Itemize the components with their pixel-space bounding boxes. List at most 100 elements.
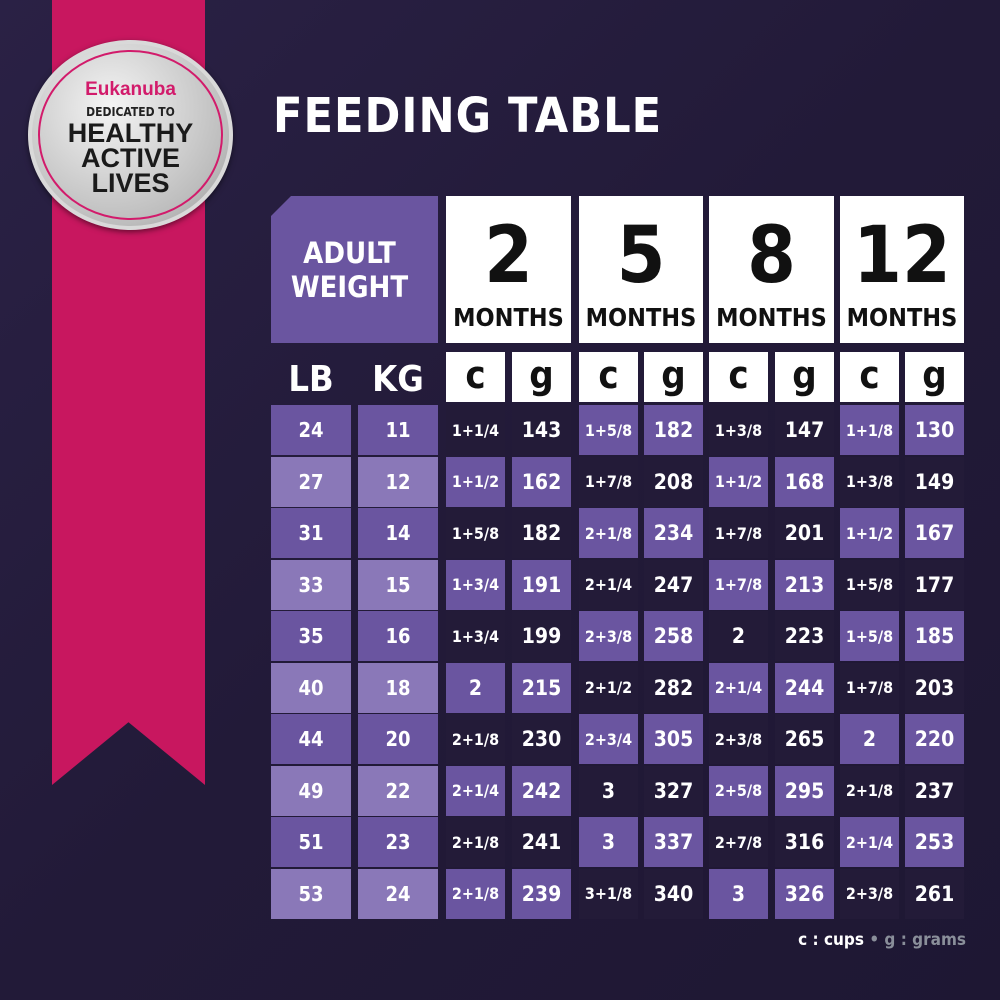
badge-lives: LIVES — [91, 167, 170, 198]
cups-header: c — [709, 352, 768, 402]
cups-cell: 1+7/8 — [709, 559, 768, 610]
age-unit: MONTHS — [846, 303, 958, 332]
cups-cell: 2+1/8 — [446, 714, 505, 764]
legend-grams: g : grams — [884, 930, 966, 950]
kg-cell: 22 — [358, 765, 438, 816]
cups-header: c — [579, 352, 638, 402]
cups-cell: 1+5/8 — [446, 508, 505, 558]
cups-cell: 1+5/8 — [579, 405, 638, 455]
badge-healthy: HEALTHY — [67, 117, 194, 148]
cups-cell: 2 — [709, 611, 768, 661]
cups-cell: 2+3/8 — [709, 714, 768, 764]
cups-cell: 1+7/8 — [840, 662, 899, 713]
grams-cell: 265 — [775, 714, 834, 764]
kg-header: KG — [372, 359, 424, 400]
grams-cell: 143 — [512, 405, 571, 455]
grams-cell: 327 — [644, 765, 703, 816]
grams-cell: 253 — [905, 817, 964, 867]
cups-cell: 1+1/4 — [446, 405, 505, 455]
grams-cell: 167 — [905, 508, 964, 558]
age-number: 8 — [747, 211, 796, 301]
cups-cell: 2+1/4 — [579, 559, 638, 610]
lb-cell: 40 — [271, 662, 351, 713]
cups-header: c — [446, 352, 505, 402]
grams-cell: 241 — [512, 817, 571, 867]
lb-cell: 31 — [271, 508, 351, 558]
cups-cell: 1+3/8 — [709, 405, 768, 455]
age-number: 5 — [616, 211, 666, 301]
grams-cell: 162 — [512, 456, 571, 507]
grams-cell: 316 — [775, 817, 834, 867]
lb-cell: 49 — [271, 765, 351, 816]
grams-header: g — [905, 352, 964, 402]
kg-cell: 12 — [358, 456, 438, 507]
grams-cell: 168 — [775, 456, 834, 507]
grams-cell: 305 — [644, 714, 703, 764]
grams-cell: 282 — [644, 662, 703, 713]
cups-cell: 2 — [840, 714, 899, 764]
grams-cell: 258 — [644, 611, 703, 661]
grams-cell: 199 — [512, 611, 571, 661]
age-number: 12 — [853, 211, 951, 301]
grams-cell: 182 — [644, 405, 703, 455]
page-title: FEEDING TABLE — [273, 88, 663, 144]
grams-cell: 247 — [644, 559, 703, 610]
grams-cell: 220 — [905, 714, 964, 764]
cups-cell: 1+3/8 — [840, 456, 899, 507]
cups-cell: 1+5/8 — [840, 559, 899, 610]
kg-cell: 16 — [358, 611, 438, 661]
age-unit: MONTHS — [716, 303, 827, 332]
grams-cell: 191 — [512, 559, 571, 610]
grams-cell: 147 — [775, 405, 834, 455]
grams-cell: 234 — [644, 508, 703, 558]
lb-cell: 51 — [271, 817, 351, 867]
grams-cell: 185 — [905, 611, 964, 661]
grams-cell: 244 — [775, 662, 834, 713]
grams-cell: 215 — [512, 662, 571, 713]
legend-cups: c : cups — [798, 930, 864, 950]
kg-cell: 18 — [358, 662, 438, 713]
legend-separator: • — [869, 930, 880, 950]
brand-logo: Eukanuba — [85, 78, 176, 100]
lb-cell: 53 — [271, 868, 351, 919]
grams-cell: 201 — [775, 508, 834, 558]
kg-cell: 14 — [358, 508, 438, 558]
grams-cell: 182 — [512, 508, 571, 558]
cups-cell: 1+7/8 — [579, 456, 638, 507]
badge-active: ACTIVE — [80, 142, 180, 173]
kg-cell: 20 — [358, 714, 438, 764]
cups-cell: 2+7/8 — [709, 817, 768, 867]
lb-cell: 33 — [271, 559, 351, 610]
cups-cell: 3 — [579, 765, 638, 816]
age-header-8-months: 8 MONTHS — [709, 196, 834, 343]
kg-cell: 24 — [358, 868, 438, 919]
lb-cell: 27 — [271, 456, 351, 507]
cups-header: c — [840, 352, 899, 402]
grams-header: g — [775, 352, 834, 402]
age-unit: MONTHS — [585, 303, 697, 332]
cups-cell: 1+1/2 — [446, 456, 505, 507]
cups-cell: 1+3/4 — [446, 611, 505, 661]
cups-cell: 2+3/8 — [579, 611, 638, 661]
kg-cell: 15 — [358, 559, 438, 610]
age-header-2-months: 2 MONTHS — [446, 196, 571, 343]
badge-tagline: DEDICATED TO — [86, 104, 175, 119]
cups-cell: 1+1/2 — [840, 508, 899, 558]
legend: c : cups • g : grams — [798, 930, 966, 950]
cups-cell: 2+1/8 — [840, 765, 899, 816]
grams-cell: 213 — [775, 559, 834, 610]
adult-weight-label: ADULT WEIGHT — [290, 235, 409, 304]
grams-cell: 295 — [775, 765, 834, 816]
cups-cell: 2+3/4 — [579, 714, 638, 764]
kg-cell: 11 — [358, 405, 438, 455]
grams-cell: 326 — [775, 868, 834, 919]
cups-cell: 2+3/8 — [840, 868, 899, 919]
adult-weight-header: ADULT WEIGHT — [271, 196, 438, 343]
cups-cell: 2+5/8 — [709, 765, 768, 816]
lb-cell: 44 — [271, 714, 351, 764]
cups-cell: 3 — [579, 817, 638, 867]
grams-cell: 242 — [512, 765, 571, 816]
cups-cell: 2+1/4 — [709, 662, 768, 713]
brand-badge: Eukanuba DEDICATED TO HEALTHY ACTIVE LIV… — [28, 40, 233, 230]
kg-cell: 23 — [358, 817, 438, 867]
